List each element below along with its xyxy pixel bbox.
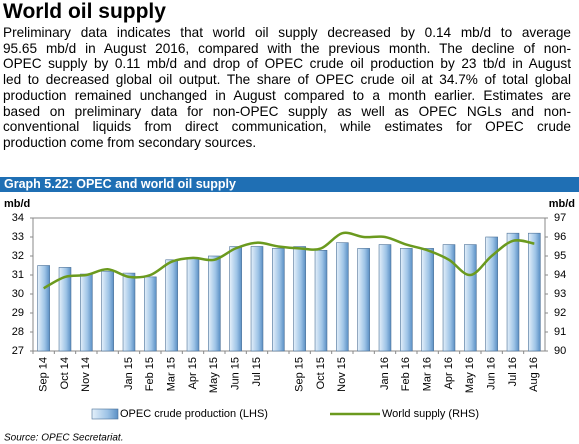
bar xyxy=(421,248,434,352)
legend-swatch xyxy=(91,408,119,420)
bar xyxy=(272,248,285,352)
paragraph: Preliminary data indicates that world oi… xyxy=(3,25,571,151)
bar xyxy=(464,244,477,352)
bar xyxy=(400,248,413,352)
x-tick-label: Jan 16 xyxy=(379,357,391,390)
y-unit: mb/d xyxy=(4,198,30,210)
x-tick-label: Jul 15 xyxy=(251,357,263,386)
y2-tick-label: 96 xyxy=(554,231,566,243)
paragraph-line: led to decreased global oil output. The … xyxy=(3,72,571,88)
y-tick-label: 29 xyxy=(12,307,24,319)
paragraph-line: Preliminary data indicates that world oi… xyxy=(3,25,571,40)
bar xyxy=(165,259,178,352)
x-tick-label: Apr 16 xyxy=(443,357,455,389)
legend-label: OPEC crude production (LHS) xyxy=(120,408,268,420)
x-tick-label: Feb 15 xyxy=(144,357,156,391)
bar xyxy=(80,273,93,352)
bar xyxy=(336,242,349,352)
x-tick-label: Nov 14 xyxy=(80,357,92,392)
paragraph-line: production come from secondary sources. xyxy=(3,134,257,150)
bar xyxy=(186,257,200,352)
y2-tick-label: 90 xyxy=(554,345,566,357)
x-tick-label: Nov 15 xyxy=(336,357,348,392)
legend-label: World supply (RHS) xyxy=(382,408,479,420)
paragraph-line: OPEC supply by 0.11 mb/d and drop of OPE… xyxy=(3,56,571,72)
y-tick-label: 34 xyxy=(12,212,24,224)
paragraph-line: based on preliminary data for non-OPEC s… xyxy=(3,103,571,119)
y-tick-label: 30 xyxy=(12,288,24,300)
y-tick-label: 32 xyxy=(12,250,24,262)
chart-title: Graph 5.22: OPEC and world oil supply xyxy=(0,177,579,192)
heading: World oil supply xyxy=(3,0,166,23)
paragraph-line: production remained unchanged in August … xyxy=(3,87,571,103)
bar xyxy=(442,244,456,352)
x-tick-label: Mar 16 xyxy=(422,357,434,391)
bar xyxy=(378,244,392,352)
x-tick-label: Jun 16 xyxy=(486,357,498,390)
y2-tick-label: 97 xyxy=(554,212,566,224)
line xyxy=(43,231,535,290)
bar xyxy=(250,246,264,352)
bar xyxy=(37,265,50,352)
y-tick-label: 31 xyxy=(12,269,24,281)
bar xyxy=(506,232,520,352)
bar xyxy=(229,246,242,352)
x-tick-label: Jun 15 xyxy=(230,357,242,390)
y2-tick-label: 91 xyxy=(554,326,566,338)
bar xyxy=(357,248,370,352)
x-tick-label: Sep 15 xyxy=(294,357,306,392)
x-tick-label: Apr 15 xyxy=(187,357,199,389)
y-tick-label: 28 xyxy=(12,326,24,338)
bar xyxy=(293,246,306,352)
bar xyxy=(314,250,328,352)
bar xyxy=(528,232,541,352)
x-tick-label: Jul 16 xyxy=(507,357,519,386)
source: Source: OPEC Secretariat. xyxy=(4,433,124,444)
y2-tick-label: 93 xyxy=(554,288,566,300)
x-tick-label: Jan 15 xyxy=(123,357,135,390)
y-tick-label: 27 xyxy=(12,345,24,357)
y-tick-label: 33 xyxy=(12,231,24,243)
paragraph-line: 95.65 mb/d in August 2016, compared with… xyxy=(3,40,571,56)
y2-unit: mb/d xyxy=(549,198,575,210)
y2-tick-label: 95 xyxy=(554,250,566,262)
bar xyxy=(122,272,136,352)
x-tick-label: Feb 16 xyxy=(400,357,412,391)
y2-tick-label: 92 xyxy=(554,307,566,319)
x-tick-label: Oct 15 xyxy=(315,357,327,389)
bar xyxy=(208,255,221,352)
x-tick-label: May 16 xyxy=(464,357,476,393)
bar xyxy=(101,270,114,352)
x-tick-label: Mar 15 xyxy=(166,357,178,391)
x-tick-label: Sep 14 xyxy=(38,357,50,392)
x-tick-label: Aug 16 xyxy=(528,357,540,392)
bar xyxy=(58,267,72,352)
bar xyxy=(144,276,157,352)
x-tick-label: Oct 14 xyxy=(59,357,71,389)
x-tick-label: May 15 xyxy=(208,357,220,393)
bar xyxy=(485,236,498,352)
paragraph-line: conventional liquids from direct communi… xyxy=(3,119,571,135)
y2-tick-label: 94 xyxy=(554,269,566,281)
